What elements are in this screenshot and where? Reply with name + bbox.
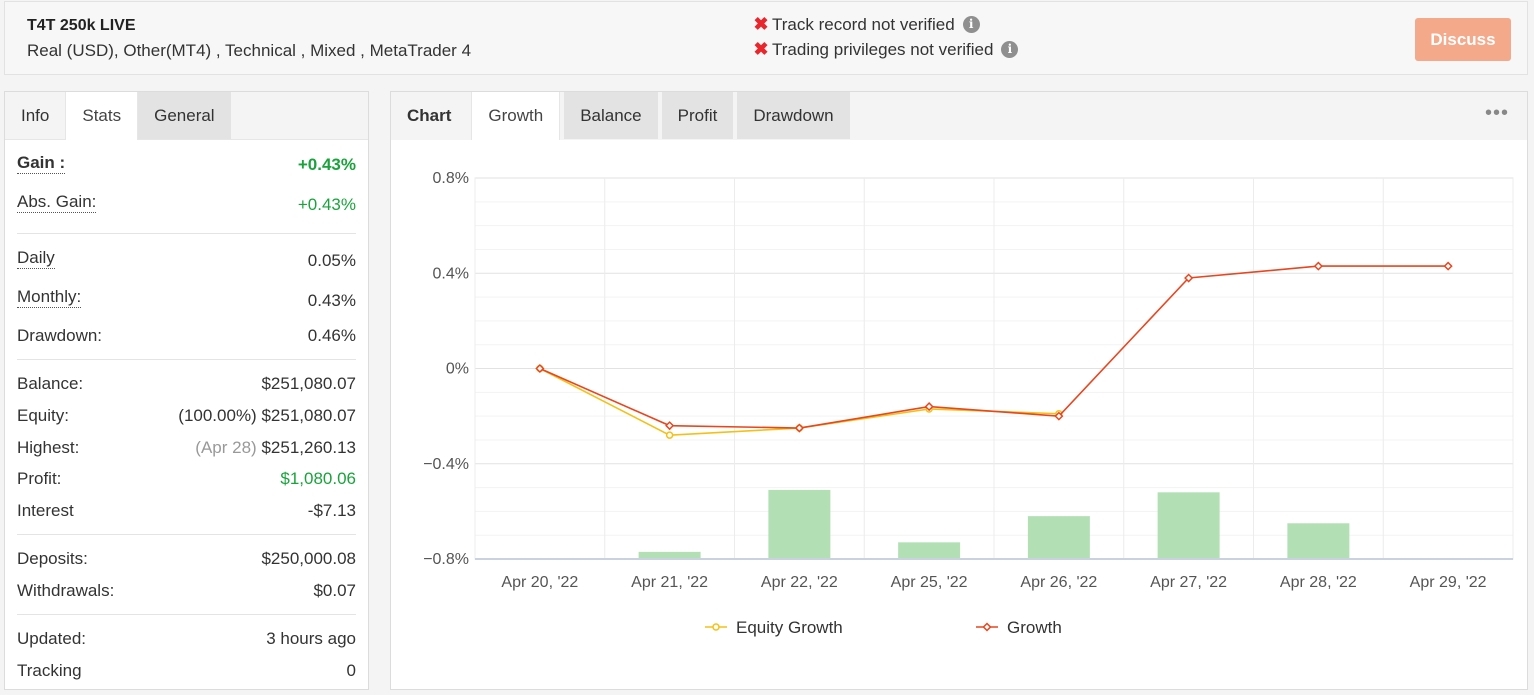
equity-label: Equity: (17, 406, 69, 425)
drawdown-value: 0.46% (307, 326, 356, 345)
y-tick-label: 0.8% (433, 170, 469, 187)
tab-growth[interactable]: Growth (471, 92, 561, 140)
tab-chart: Chart (391, 92, 468, 139)
drawdown-label: Drawdown: (17, 326, 103, 345)
x-tick-label: Apr 20, '22 (501, 574, 578, 591)
divider (17, 534, 356, 535)
y-tick-label: −0.4% (423, 456, 469, 473)
growth-point (535, 363, 545, 374)
divider (17, 614, 356, 615)
trading-privileges-label: Trading privileges not verified (772, 39, 994, 59)
withdrawals-value: $0.07 (313, 581, 356, 600)
x-tick-label: Apr 21, '22 (631, 574, 708, 591)
divider (17, 359, 356, 360)
equity-value-group: (100.00%) $251,080.07 (178, 406, 356, 426)
balance-label: Balance: (17, 374, 84, 393)
more-options-icon[interactable]: ••• (1484, 102, 1509, 124)
balance-value: $251,080.07 (261, 374, 356, 393)
chart-bar (638, 551, 701, 559)
tab-balance[interactable]: Balance (564, 92, 658, 139)
account-header: T4T 250k LIVE Real (USD), Other(MT4) , T… (4, 1, 1528, 75)
x-tick-label: Apr 29, '22 (1410, 574, 1487, 591)
growth-point (924, 402, 934, 412)
deposits-value: $250,000.08 (261, 549, 356, 568)
tracking-label: Tracking (17, 661, 82, 680)
updated-value: 3 hours ago (266, 629, 356, 648)
abs-gain-label[interactable]: Abs. Gain: (17, 192, 97, 213)
divider (17, 233, 356, 234)
abs-gain-value: +0.43% (297, 195, 356, 214)
chart-bar (898, 542, 961, 559)
x-tick-label: Apr 26, '22 (1020, 574, 1097, 591)
stats-panel: Info Stats General Gain : +0.43% Abs. Ga… (4, 91, 369, 690)
interest-value: -$7.13 (307, 501, 356, 520)
daily-label[interactable]: Daily (17, 248, 55, 269)
legend-label: Equity Growth (736, 618, 843, 637)
info-icon[interactable]: i (1001, 41, 1019, 58)
highest-label: Highest: (17, 438, 80, 457)
tracking-value: 0 (346, 661, 356, 680)
updated-label: Updated: (17, 629, 86, 648)
growth-point (1184, 273, 1194, 283)
tab-stats[interactable]: Stats (65, 92, 139, 140)
x-tick-label: Apr 25, '22 (891, 574, 968, 591)
chart-bar (1287, 523, 1350, 559)
profit-value: $1,080.06 (280, 469, 356, 488)
growth-line (539, 265, 1449, 429)
stats-tabs: Info Stats General (5, 92, 368, 140)
highest-value: $251,260.13 (261, 438, 356, 457)
chart-bar (1157, 492, 1220, 559)
cross-icon: ✖ (753, 14, 769, 34)
trading-privileges-status: ✖ Trading privileges not verified i (753, 39, 1019, 60)
profit-label: Profit: (17, 469, 62, 488)
daily-value: 0.05% (307, 251, 356, 270)
growth-point (794, 423, 804, 433)
y-tick-label: 0.4% (433, 265, 469, 282)
gain-label[interactable]: Gain : (17, 153, 66, 174)
x-tick-label: Apr 22, '22 (761, 574, 838, 591)
chart-bar (1027, 516, 1090, 559)
growth-point (1054, 411, 1064, 421)
equity-percent: (100.00%) (178, 406, 257, 425)
x-tick-label: Apr 28, '22 (1280, 574, 1357, 591)
legend-label: Growth (1007, 618, 1062, 637)
interest-label: Interest (17, 501, 74, 520)
legend-marker (712, 623, 720, 631)
gain-value: +0.43% (297, 155, 356, 174)
cross-icon: ✖ (753, 39, 769, 59)
withdrawals-label: Withdrawals: (17, 581, 115, 600)
y-tick-label: −0.8% (423, 551, 469, 568)
account-name: T4T 250k LIVE (27, 17, 136, 34)
discuss-button[interactable]: Discuss (1415, 18, 1511, 61)
tab-info[interactable]: Info (5, 92, 66, 139)
deposits-label: Deposits: (17, 549, 88, 568)
x-tick-label: Apr 27, '22 (1150, 574, 1227, 591)
growth-chart: 0.8% 0.4% 0% −0.4% −0.8% Apr 20, '22 Apr 21, '… (423, 170, 1514, 637)
monthly-label[interactable]: Monthly: (17, 287, 82, 308)
highest-date: (Apr 28) (195, 438, 257, 457)
tab-drawdown[interactable]: Drawdown (737, 92, 850, 139)
chart-tabs: Chart Growth Balance Profit Drawdown (391, 92, 1527, 140)
equity-growth-point (665, 431, 674, 439)
monthly-value: 0.43% (307, 291, 356, 310)
info-icon[interactable]: i (962, 16, 980, 33)
y-tick-label: 0% (446, 361, 469, 378)
growth-point (1313, 261, 1323, 271)
chart-panel: Chart Growth Balance Profit Drawdown •••… (390, 91, 1528, 690)
tab-general[interactable]: General (138, 92, 231, 139)
equity-value: $251,080.07 (261, 406, 356, 425)
growth-point (665, 421, 675, 431)
chart-bar (768, 489, 831, 559)
growth-point (1443, 261, 1453, 271)
account-description: Real (USD), Other(MT4) , Technical , Mix… (27, 41, 472, 60)
track-record-status: ✖ Track record not verified i (753, 14, 980, 35)
legend-marker (982, 622, 992, 632)
highest-value-group: (Apr 28) $251,260.13 (195, 438, 356, 458)
tab-profit[interactable]: Profit (661, 92, 734, 139)
track-record-label: Track record not verified (772, 14, 955, 34)
